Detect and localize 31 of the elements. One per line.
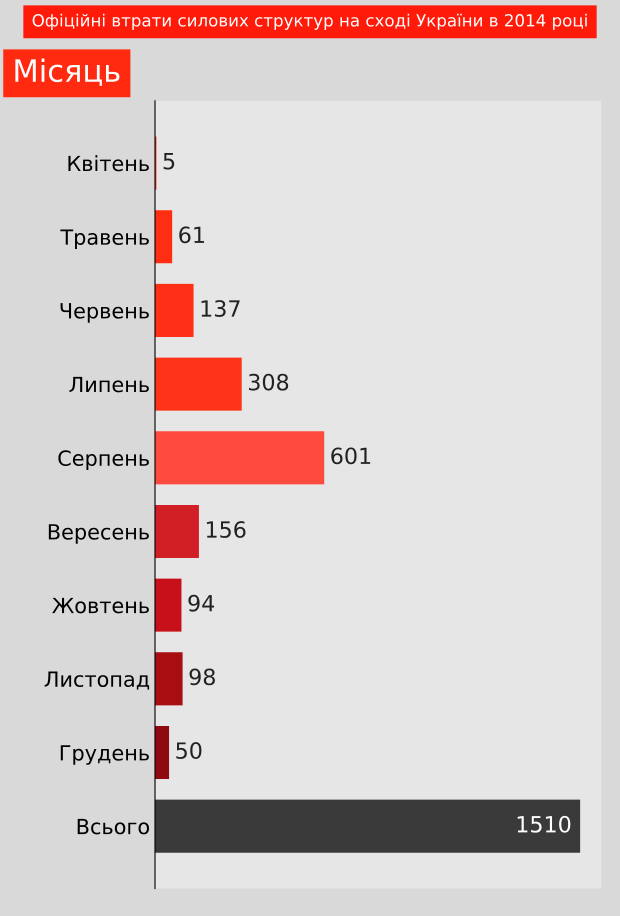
y-tick-label: Липень bbox=[69, 376, 149, 392]
bar bbox=[155, 578, 182, 632]
bar bbox=[155, 210, 172, 264]
y-tick-label: Травень bbox=[60, 229, 149, 250]
y-axis-title: Місяць bbox=[15, 58, 120, 86]
y-tick-label: Квітень bbox=[68, 155, 149, 172]
bar bbox=[155, 504, 199, 558]
data-label: 50 bbox=[176, 742, 202, 759]
bar bbox=[155, 284, 194, 337]
y-tick-label: Червень bbox=[60, 303, 149, 323]
bar bbox=[155, 652, 183, 706]
data-label: 98 bbox=[190, 668, 215, 686]
data-label: 61 bbox=[179, 226, 204, 244]
y-tick-label: Всього bbox=[78, 818, 149, 834]
data-label: 156 bbox=[206, 521, 246, 538]
bar bbox=[155, 800, 580, 853]
y-tick-label: Серпень bbox=[58, 450, 149, 470]
bar bbox=[155, 726, 170, 780]
data-label: 5 bbox=[164, 153, 174, 170]
bar bbox=[155, 431, 324, 484]
y-tick-label: Грудень bbox=[60, 745, 149, 765]
y-tick-label: Листопад bbox=[44, 672, 150, 690]
bar bbox=[155, 358, 242, 411]
data-label: 308 bbox=[248, 374, 288, 391]
y-tick-label: Жовтень bbox=[52, 598, 149, 614]
data-label: 1510 bbox=[518, 816, 570, 833]
y-tick-label: Вересень bbox=[48, 524, 149, 544]
data-label: 94 bbox=[188, 594, 214, 612]
data-label: 601 bbox=[331, 447, 370, 464]
chart-title: Офіційні втрати силових структур на сході України в 2014 році bbox=[32, 14, 587, 30]
data-label: 137 bbox=[202, 300, 240, 317]
